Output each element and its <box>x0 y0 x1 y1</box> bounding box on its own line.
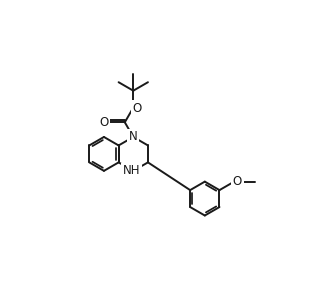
Text: O: O <box>132 102 142 115</box>
Text: O: O <box>233 175 242 188</box>
Text: O: O <box>100 116 109 129</box>
Text: NH: NH <box>123 164 140 177</box>
Text: N: N <box>129 130 138 143</box>
